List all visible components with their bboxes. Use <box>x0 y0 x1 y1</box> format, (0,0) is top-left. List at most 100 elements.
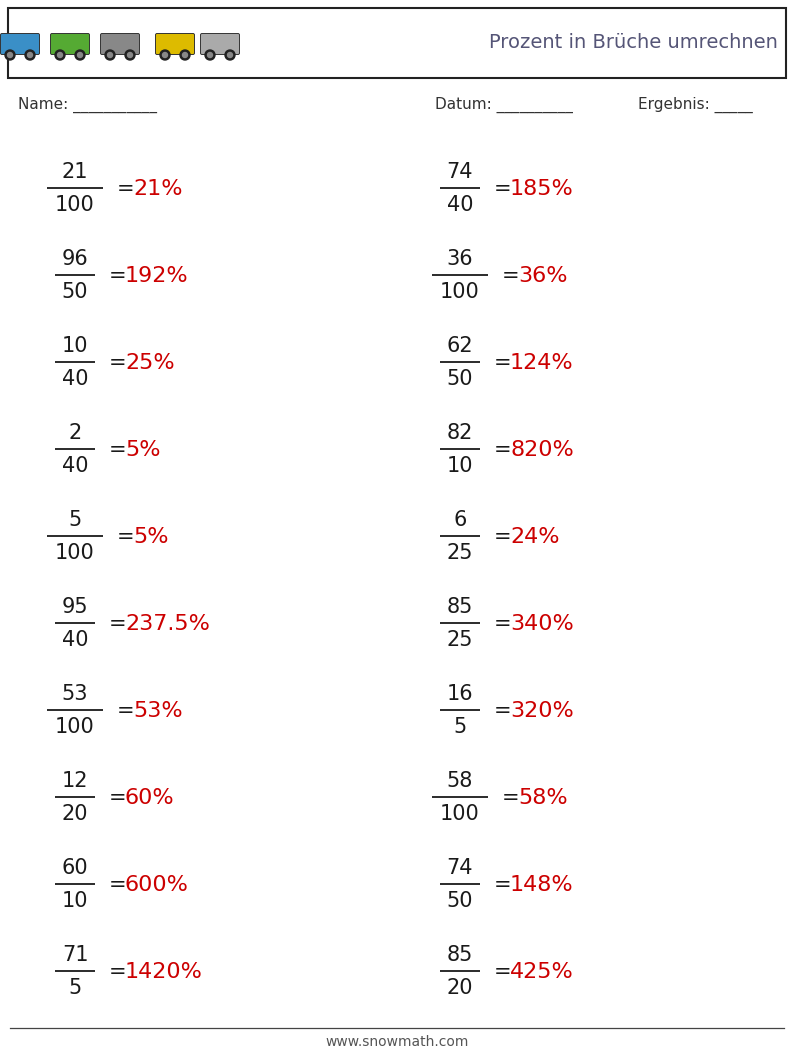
Circle shape <box>5 49 15 60</box>
Text: =: = <box>494 179 511 199</box>
Circle shape <box>125 49 135 60</box>
Circle shape <box>105 49 115 60</box>
FancyBboxPatch shape <box>1 34 40 55</box>
Text: =: = <box>494 962 511 982</box>
Circle shape <box>160 49 170 60</box>
Text: 85: 85 <box>447 945 473 965</box>
Text: 53: 53 <box>62 684 88 704</box>
Text: 16: 16 <box>447 684 473 704</box>
FancyBboxPatch shape <box>8 8 786 78</box>
Text: 5%: 5% <box>133 526 168 547</box>
Text: 71: 71 <box>62 945 88 965</box>
Text: 58%: 58% <box>518 788 568 808</box>
Text: 320%: 320% <box>510 701 574 721</box>
Text: 425%: 425% <box>510 962 574 982</box>
Text: Datum: __________: Datum: __________ <box>435 97 573 113</box>
Text: 5: 5 <box>68 510 82 530</box>
Text: 5: 5 <box>453 717 467 737</box>
Text: 82: 82 <box>447 423 473 443</box>
Text: 21%: 21% <box>133 179 183 199</box>
FancyBboxPatch shape <box>51 34 90 55</box>
Text: =: = <box>494 701 511 721</box>
Circle shape <box>183 53 187 58</box>
Text: 12: 12 <box>62 771 88 791</box>
Circle shape <box>28 53 33 58</box>
Text: =: = <box>494 614 511 634</box>
Text: 340%: 340% <box>510 614 574 634</box>
Circle shape <box>107 53 113 58</box>
FancyBboxPatch shape <box>156 34 195 55</box>
Text: 20: 20 <box>447 978 473 998</box>
Text: 10: 10 <box>447 456 473 476</box>
Text: 60%: 60% <box>125 788 175 808</box>
Text: =: = <box>502 788 519 808</box>
Text: www.snowmath.com: www.snowmath.com <box>326 1035 468 1049</box>
Text: 50: 50 <box>447 369 473 389</box>
Text: 820%: 820% <box>510 440 574 460</box>
Circle shape <box>7 53 13 58</box>
Text: 74: 74 <box>447 162 473 182</box>
Text: 237.5%: 237.5% <box>125 614 210 634</box>
Text: 1420%: 1420% <box>125 962 203 982</box>
Text: 50: 50 <box>62 282 88 302</box>
Text: =: = <box>109 266 126 286</box>
Text: 100: 100 <box>440 804 480 824</box>
Text: 124%: 124% <box>510 353 573 373</box>
Circle shape <box>207 53 213 58</box>
Text: 95: 95 <box>62 597 88 617</box>
Text: 60: 60 <box>62 858 88 878</box>
FancyBboxPatch shape <box>101 34 140 55</box>
Circle shape <box>228 53 233 58</box>
Text: =: = <box>109 875 126 895</box>
Circle shape <box>57 53 63 58</box>
Text: 10: 10 <box>62 336 88 356</box>
Text: 25: 25 <box>447 630 473 650</box>
Text: 10: 10 <box>62 891 88 911</box>
Text: 5%: 5% <box>125 440 160 460</box>
FancyBboxPatch shape <box>201 34 240 55</box>
Text: =: = <box>494 875 511 895</box>
Text: 100: 100 <box>55 195 94 215</box>
Text: 600%: 600% <box>125 875 189 895</box>
Text: 40: 40 <box>62 630 88 650</box>
Text: Prozent in Brüche umrechnen: Prozent in Brüche umrechnen <box>489 34 778 53</box>
Text: 40: 40 <box>447 195 473 215</box>
Circle shape <box>180 49 190 60</box>
Text: 25: 25 <box>447 543 473 563</box>
Text: 36%: 36% <box>518 266 568 286</box>
Circle shape <box>128 53 133 58</box>
Text: =: = <box>109 353 126 373</box>
Text: 85: 85 <box>447 597 473 617</box>
Text: 185%: 185% <box>510 179 574 199</box>
Text: =: = <box>109 788 126 808</box>
Text: 74: 74 <box>447 858 473 878</box>
Text: =: = <box>117 701 135 721</box>
Text: 100: 100 <box>55 543 94 563</box>
Circle shape <box>55 49 65 60</box>
Text: =: = <box>494 440 511 460</box>
Text: =: = <box>494 526 511 547</box>
Text: 100: 100 <box>440 282 480 302</box>
Text: 40: 40 <box>62 456 88 476</box>
Text: 100: 100 <box>55 717 94 737</box>
Text: 53%: 53% <box>133 701 183 721</box>
Text: 58: 58 <box>447 771 473 791</box>
Text: 21: 21 <box>62 162 88 182</box>
Text: =: = <box>117 179 135 199</box>
Circle shape <box>25 49 35 60</box>
Text: 192%: 192% <box>125 266 189 286</box>
Text: 20: 20 <box>62 804 88 824</box>
Text: 36: 36 <box>447 249 473 269</box>
Circle shape <box>75 49 85 60</box>
Circle shape <box>225 49 235 60</box>
Text: 62: 62 <box>447 336 473 356</box>
Text: 25%: 25% <box>125 353 175 373</box>
Text: 2: 2 <box>68 423 82 443</box>
Text: 40: 40 <box>62 369 88 389</box>
Text: 96: 96 <box>62 249 88 269</box>
Circle shape <box>78 53 83 58</box>
Text: Ergebnis: _____: Ergebnis: _____ <box>638 97 753 113</box>
Text: 5: 5 <box>68 978 82 998</box>
Text: 50: 50 <box>447 891 473 911</box>
Text: =: = <box>109 614 126 634</box>
